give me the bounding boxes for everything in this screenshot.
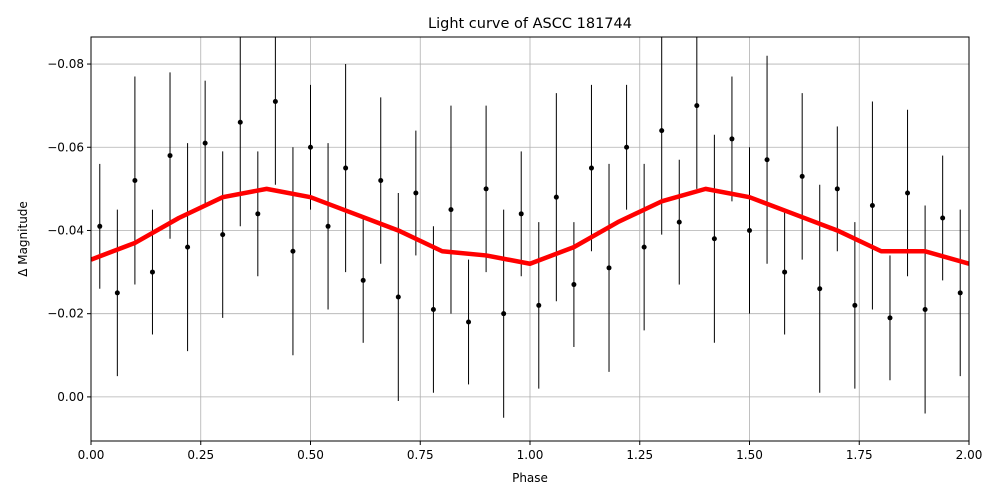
x-tick-label: 2.00	[956, 448, 983, 462]
data-point	[220, 232, 226, 238]
x-tick-label: 0.00	[78, 448, 105, 462]
data-point	[869, 203, 875, 209]
data-point	[606, 265, 612, 271]
data-point	[852, 302, 858, 308]
x-tick-label: 0.50	[297, 448, 324, 462]
data-point	[167, 153, 173, 159]
data-point	[799, 173, 805, 179]
x-tick-label: 0.75	[407, 448, 434, 462]
data-point	[571, 282, 577, 288]
data-point	[940, 215, 946, 221]
data-point	[782, 269, 788, 275]
data-point	[536, 302, 542, 308]
data-point	[887, 315, 893, 321]
data-point	[518, 211, 524, 217]
data-point	[308, 144, 313, 150]
data-point	[553, 194, 559, 200]
data-point	[255, 211, 261, 217]
data-point	[97, 223, 103, 229]
y-tick-label: −0.06	[47, 140, 84, 154]
data-point	[272, 98, 278, 104]
data-point	[905, 190, 911, 196]
data-point	[395, 294, 401, 300]
data-point	[764, 157, 770, 163]
data-point	[957, 290, 963, 296]
data-point	[729, 136, 735, 142]
data-point	[466, 319, 472, 325]
data-point	[817, 286, 823, 292]
data-point	[747, 227, 752, 233]
data-point	[922, 307, 928, 313]
data-point	[448, 207, 454, 213]
data-point	[641, 244, 647, 250]
x-axis-label: Phase	[512, 471, 548, 485]
data-point	[588, 165, 594, 171]
data-point	[343, 165, 349, 171]
plot-frame	[90, 36, 970, 442]
data-point	[430, 307, 436, 313]
data-point	[659, 128, 665, 134]
trend-line	[91, 186, 969, 267]
data-point	[202, 140, 208, 146]
y-tick-label: 0.00	[57, 390, 84, 404]
data-point	[834, 186, 840, 192]
chart-title: Light curve of ASCC 181744	[428, 16, 632, 32]
x-tick-label: 1.00	[517, 448, 544, 462]
x-tick-label: 1.75	[846, 448, 873, 462]
data-point	[413, 190, 419, 196]
data-point	[132, 178, 138, 184]
data-point	[185, 244, 191, 250]
data-point	[378, 178, 384, 184]
data-point	[676, 219, 682, 225]
data-point	[501, 311, 507, 317]
y-tick-label: −0.08	[47, 57, 84, 71]
data-point	[114, 290, 120, 296]
plot-area	[91, 37, 969, 418]
data-point	[483, 186, 489, 192]
data-point	[237, 119, 243, 125]
x-tick-label: 1.50	[736, 448, 763, 462]
data-point	[325, 223, 331, 229]
data-point	[290, 248, 296, 254]
data-point	[694, 103, 700, 109]
y-tick-label: −0.02	[47, 307, 84, 321]
data-point	[149, 269, 155, 275]
data-point	[711, 236, 717, 242]
data-point	[360, 277, 366, 283]
y-tick-label: −0.04	[47, 223, 84, 237]
data-point	[624, 144, 630, 150]
x-tick-label: 0.25	[187, 448, 214, 462]
x-tick-label: 1.25	[626, 448, 653, 462]
y-axis-label: Δ Magnitude	[16, 201, 30, 277]
